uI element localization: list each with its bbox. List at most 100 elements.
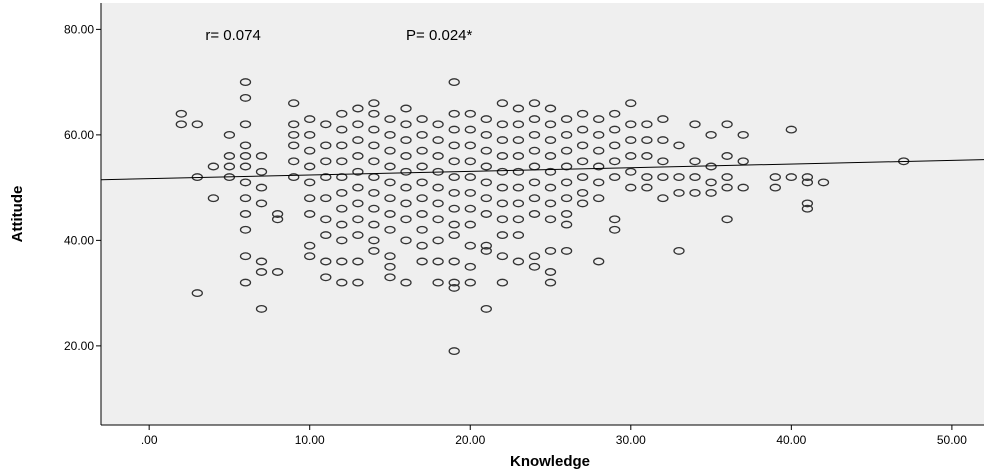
data-point <box>496 99 509 108</box>
data-point <box>576 109 589 118</box>
data-point <box>416 162 428 171</box>
x-tick-label: 10.00 <box>295 433 325 447</box>
data-point <box>544 246 557 255</box>
data-point <box>528 262 541 271</box>
data-point <box>496 215 509 224</box>
data-point <box>576 141 589 150</box>
data-point <box>320 194 332 203</box>
data-point <box>496 231 509 240</box>
data-point <box>304 146 316 155</box>
data-point <box>464 157 476 166</box>
data-point <box>239 120 252 129</box>
data-point <box>352 104 364 113</box>
data-point <box>785 173 797 182</box>
data-point <box>368 109 380 118</box>
data-point <box>336 257 348 266</box>
data-point <box>689 173 701 182</box>
data-point <box>304 178 316 187</box>
data-point <box>416 241 428 250</box>
x-tick-label: 50.00 <box>937 433 967 447</box>
data-point <box>352 199 364 208</box>
data-point <box>416 178 428 187</box>
data-point <box>512 104 525 113</box>
data-point <box>544 104 557 113</box>
data-point <box>657 136 669 145</box>
data-point <box>336 141 348 150</box>
data-point <box>304 162 316 171</box>
data-point <box>785 125 797 134</box>
data-point <box>657 194 669 203</box>
data-point <box>384 225 396 234</box>
data-point <box>320 173 332 182</box>
data-point <box>288 157 300 166</box>
data-point <box>448 173 460 182</box>
data-point <box>239 93 252 102</box>
fit-line <box>100 159 984 181</box>
data-point <box>560 220 573 229</box>
data-point <box>560 115 573 124</box>
data-point <box>625 99 637 108</box>
x-tick-label: .00 <box>141 433 158 447</box>
data-point <box>191 120 203 129</box>
axis-layer: .00 10.00 20.00 30.00 40.00 50.00 20.00 40.00 60… <box>64 22 967 447</box>
data-point <box>448 157 460 166</box>
data-point <box>368 141 380 150</box>
data-point <box>480 115 492 124</box>
data-point <box>384 146 396 155</box>
data-point <box>641 183 653 192</box>
data-point <box>528 194 541 203</box>
data-point <box>207 194 220 203</box>
data-point <box>239 194 252 203</box>
data-point <box>737 130 749 139</box>
data-point <box>320 215 332 224</box>
data-point <box>673 246 685 255</box>
data-point <box>448 109 460 118</box>
data-point <box>336 109 348 118</box>
data-point <box>480 162 492 171</box>
data-point <box>496 136 509 145</box>
data-point <box>384 210 396 218</box>
data-point <box>400 104 412 113</box>
data-point <box>368 188 380 197</box>
data-point <box>448 125 460 134</box>
data-point <box>576 125 589 134</box>
data-point <box>304 210 316 218</box>
data-point <box>304 194 316 203</box>
data-point <box>625 136 637 145</box>
data-point <box>288 99 300 108</box>
data-point <box>641 152 653 160</box>
data-point <box>432 199 444 208</box>
data-point <box>239 225 252 234</box>
data-point <box>512 215 525 224</box>
data-point <box>432 215 444 224</box>
data-point <box>271 268 284 276</box>
data-point <box>625 183 637 192</box>
data-point <box>737 157 749 166</box>
data-point <box>625 167 637 176</box>
data-point <box>464 188 476 197</box>
data-point <box>721 120 733 129</box>
data-point <box>512 257 525 266</box>
data-point <box>496 152 509 160</box>
data-point <box>432 278 444 287</box>
data-point <box>496 120 509 129</box>
data-point <box>271 215 284 224</box>
data-point <box>400 199 412 208</box>
data-point <box>609 157 621 166</box>
data-point <box>689 120 701 129</box>
data-point <box>480 194 492 203</box>
data-point <box>641 120 653 129</box>
data-point <box>448 188 460 197</box>
data-point <box>255 257 268 266</box>
data-point <box>336 157 348 166</box>
data-point <box>689 188 701 197</box>
data-point <box>512 167 525 176</box>
data-point <box>705 178 717 187</box>
data-point <box>416 225 428 234</box>
data-point <box>320 273 332 282</box>
data-point <box>496 183 509 192</box>
data-point <box>384 252 396 261</box>
data-point <box>544 215 557 224</box>
y-tick-label: 60.00 <box>64 128 94 142</box>
data-point <box>400 120 412 129</box>
